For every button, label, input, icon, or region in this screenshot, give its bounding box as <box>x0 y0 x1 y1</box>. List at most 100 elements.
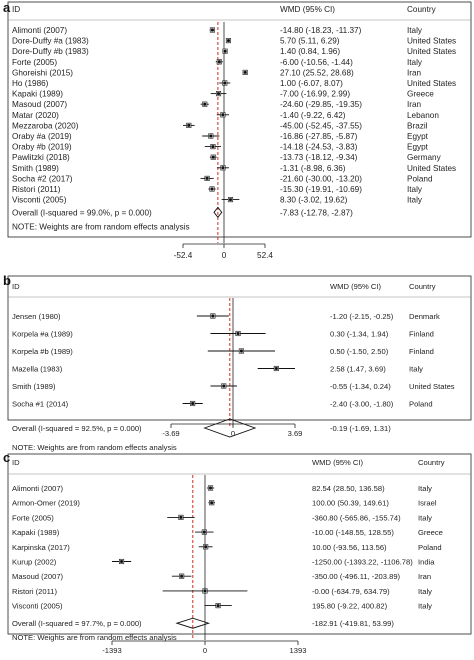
header-id: ID <box>12 458 20 467</box>
study-id: Mezzaroba (2020) <box>12 121 79 130</box>
study-country: Greece <box>418 528 443 537</box>
study-country: Poland <box>418 543 442 552</box>
ci-value: -360.80 (-565.86, -155.74) <box>312 513 401 522</box>
study-country: United States <box>407 37 456 46</box>
x-tick-label: 0 <box>231 429 235 438</box>
study-id: Masoud (2007) <box>12 100 67 109</box>
study-id: Alimonti (2007) <box>12 26 67 35</box>
point-estimate-dot <box>211 145 215 149</box>
study-country: Iran <box>418 572 431 581</box>
panel-c-frame <box>7 453 472 635</box>
x-tick-label: -1393 <box>102 646 121 655</box>
overall-ci-value: -182.91 (-419.81, 53.99) <box>312 619 394 628</box>
point-estimate-dot <box>209 134 213 138</box>
point-estimate-dot <box>211 155 215 159</box>
ci-value: -6.00 (-10.56, -1.44) <box>280 58 353 67</box>
point-estimate-dot <box>209 486 213 490</box>
header-effect: WMD (95% CI) <box>330 282 382 291</box>
study-country: Italy <box>418 602 432 611</box>
study-country: Iran <box>407 68 422 77</box>
ci-value: -0.00 (-634.79, 634.79) <box>312 587 390 596</box>
overall-diamond <box>213 206 223 219</box>
x-tick-label: 52.4 <box>257 251 273 260</box>
study-id: Jensen (1980) <box>12 312 61 321</box>
study-id: Smith (1989) <box>12 164 59 173</box>
study-id: Pawlitzki (2018) <box>12 153 70 162</box>
study-id: Kurup (2002) <box>12 558 57 567</box>
header-effect: WMD (95% CI) <box>312 458 364 467</box>
study-id: Ghoreishi (2015) <box>12 68 73 77</box>
point-estimate-dot <box>203 102 207 106</box>
study-id: Karpinska (2017) <box>12 543 70 552</box>
point-estimate-dot <box>239 349 243 353</box>
point-estimate-dot <box>221 166 225 170</box>
x-tick-label: 0 <box>222 251 227 260</box>
overall-ci-value: -0.19 (-1.69, 1.31) <box>330 424 391 433</box>
study-id: Dore-Duffy #a (1983) <box>12 37 89 46</box>
study-id: Visconti (2005) <box>12 602 63 611</box>
point-estimate-dot <box>222 384 226 388</box>
study-country: Brazil <box>407 121 428 130</box>
study-id: Socha #1 (2014) <box>12 400 69 409</box>
panel-label: a <box>3 0 11 15</box>
ci-value: -15.30 (-19.91, -10.69) <box>280 185 362 194</box>
weights-note: NOTE: Weights are from random effects an… <box>12 633 177 642</box>
ci-value: -1.20 (-2.15, -0.25) <box>330 312 394 321</box>
study-country: Greece <box>407 90 434 99</box>
point-estimate-dot <box>243 70 247 74</box>
ci-value: -1250.00 (-1393.22, -1106.78) <box>312 558 413 567</box>
study-id: Korpela #b (1989) <box>12 347 73 356</box>
study-country: Italy <box>418 513 432 522</box>
ci-value: -7.00 (-16.99, 2.99) <box>280 90 350 99</box>
panel-label: b <box>3 273 11 288</box>
ci-value: -14.80 (-18.23, -11.37) <box>280 26 362 35</box>
ci-value: -0.55 (-1.34, 0.24) <box>330 382 391 391</box>
point-estimate-dot <box>223 49 227 53</box>
study-country: Italy <box>409 365 423 374</box>
overall-ci-value: -7.83 (-12.78, -2.87) <box>280 208 353 217</box>
ci-value: -2.40 (-3.00, -1.80) <box>330 400 394 409</box>
study-id: Korpela #a (1989) <box>12 330 73 339</box>
study-country: Denmark <box>409 312 440 321</box>
header-id: ID <box>12 5 20 14</box>
study-country: Italy <box>407 58 423 67</box>
study-country: United States <box>409 382 455 391</box>
point-estimate-dot <box>216 604 220 608</box>
point-estimate-dot <box>226 39 230 43</box>
header-id: ID <box>12 282 20 291</box>
study-id: Smith (1989) <box>12 382 56 391</box>
point-estimate-dot <box>221 113 225 117</box>
study-id: Mazella (1983) <box>12 365 63 374</box>
study-country: United States <box>407 47 456 56</box>
point-estimate-dot <box>180 574 184 578</box>
study-country: Finland <box>409 347 434 356</box>
overall-diamond <box>175 617 211 629</box>
ci-value: 10.00 (-93.56, 113.56) <box>312 543 387 552</box>
study-country: Poland <box>409 400 433 409</box>
point-estimate-dot <box>228 198 232 202</box>
study-country: Germany <box>407 153 442 162</box>
point-estimate-dot <box>202 530 206 534</box>
ci-value: -13.73 (-18.12, -9.34) <box>280 153 358 162</box>
point-estimate-dot <box>191 402 195 405</box>
point-estimate-dot <box>203 589 207 593</box>
weights-note: NOTE: Weights are from random effects an… <box>12 443 177 452</box>
study-id: Visconti (2005) <box>12 196 67 205</box>
ci-value: -1.40 (-9.22, 6.42) <box>280 111 346 120</box>
ci-value: -10.00 (-148.55, 128.55) <box>312 528 394 537</box>
point-estimate-dot <box>120 560 124 563</box>
overall-id: Overall (I-squared = 99.0%, p = 0.000) <box>12 208 152 217</box>
point-estimate-dot <box>210 187 214 191</box>
x-tick-label: 3.69 <box>288 429 303 438</box>
ci-value: 5.70 (5.11, 6.29) <box>280 37 340 46</box>
study-id: Ristori (2011) <box>12 587 57 596</box>
ci-value: 1.40 (0.84, 1.96) <box>280 47 340 56</box>
ci-value: -24.60 (-29.85, -19.35) <box>280 100 362 109</box>
point-estimate-dot <box>179 515 183 519</box>
study-country: Italy <box>418 587 432 596</box>
study-country: Italy <box>407 185 423 194</box>
point-estimate-dot <box>204 545 208 549</box>
header-effect: WMD (95% CI) <box>280 5 335 14</box>
study-id: Matar (2020) <box>12 111 59 120</box>
study-id: Kapaki (1989) <box>12 90 63 99</box>
